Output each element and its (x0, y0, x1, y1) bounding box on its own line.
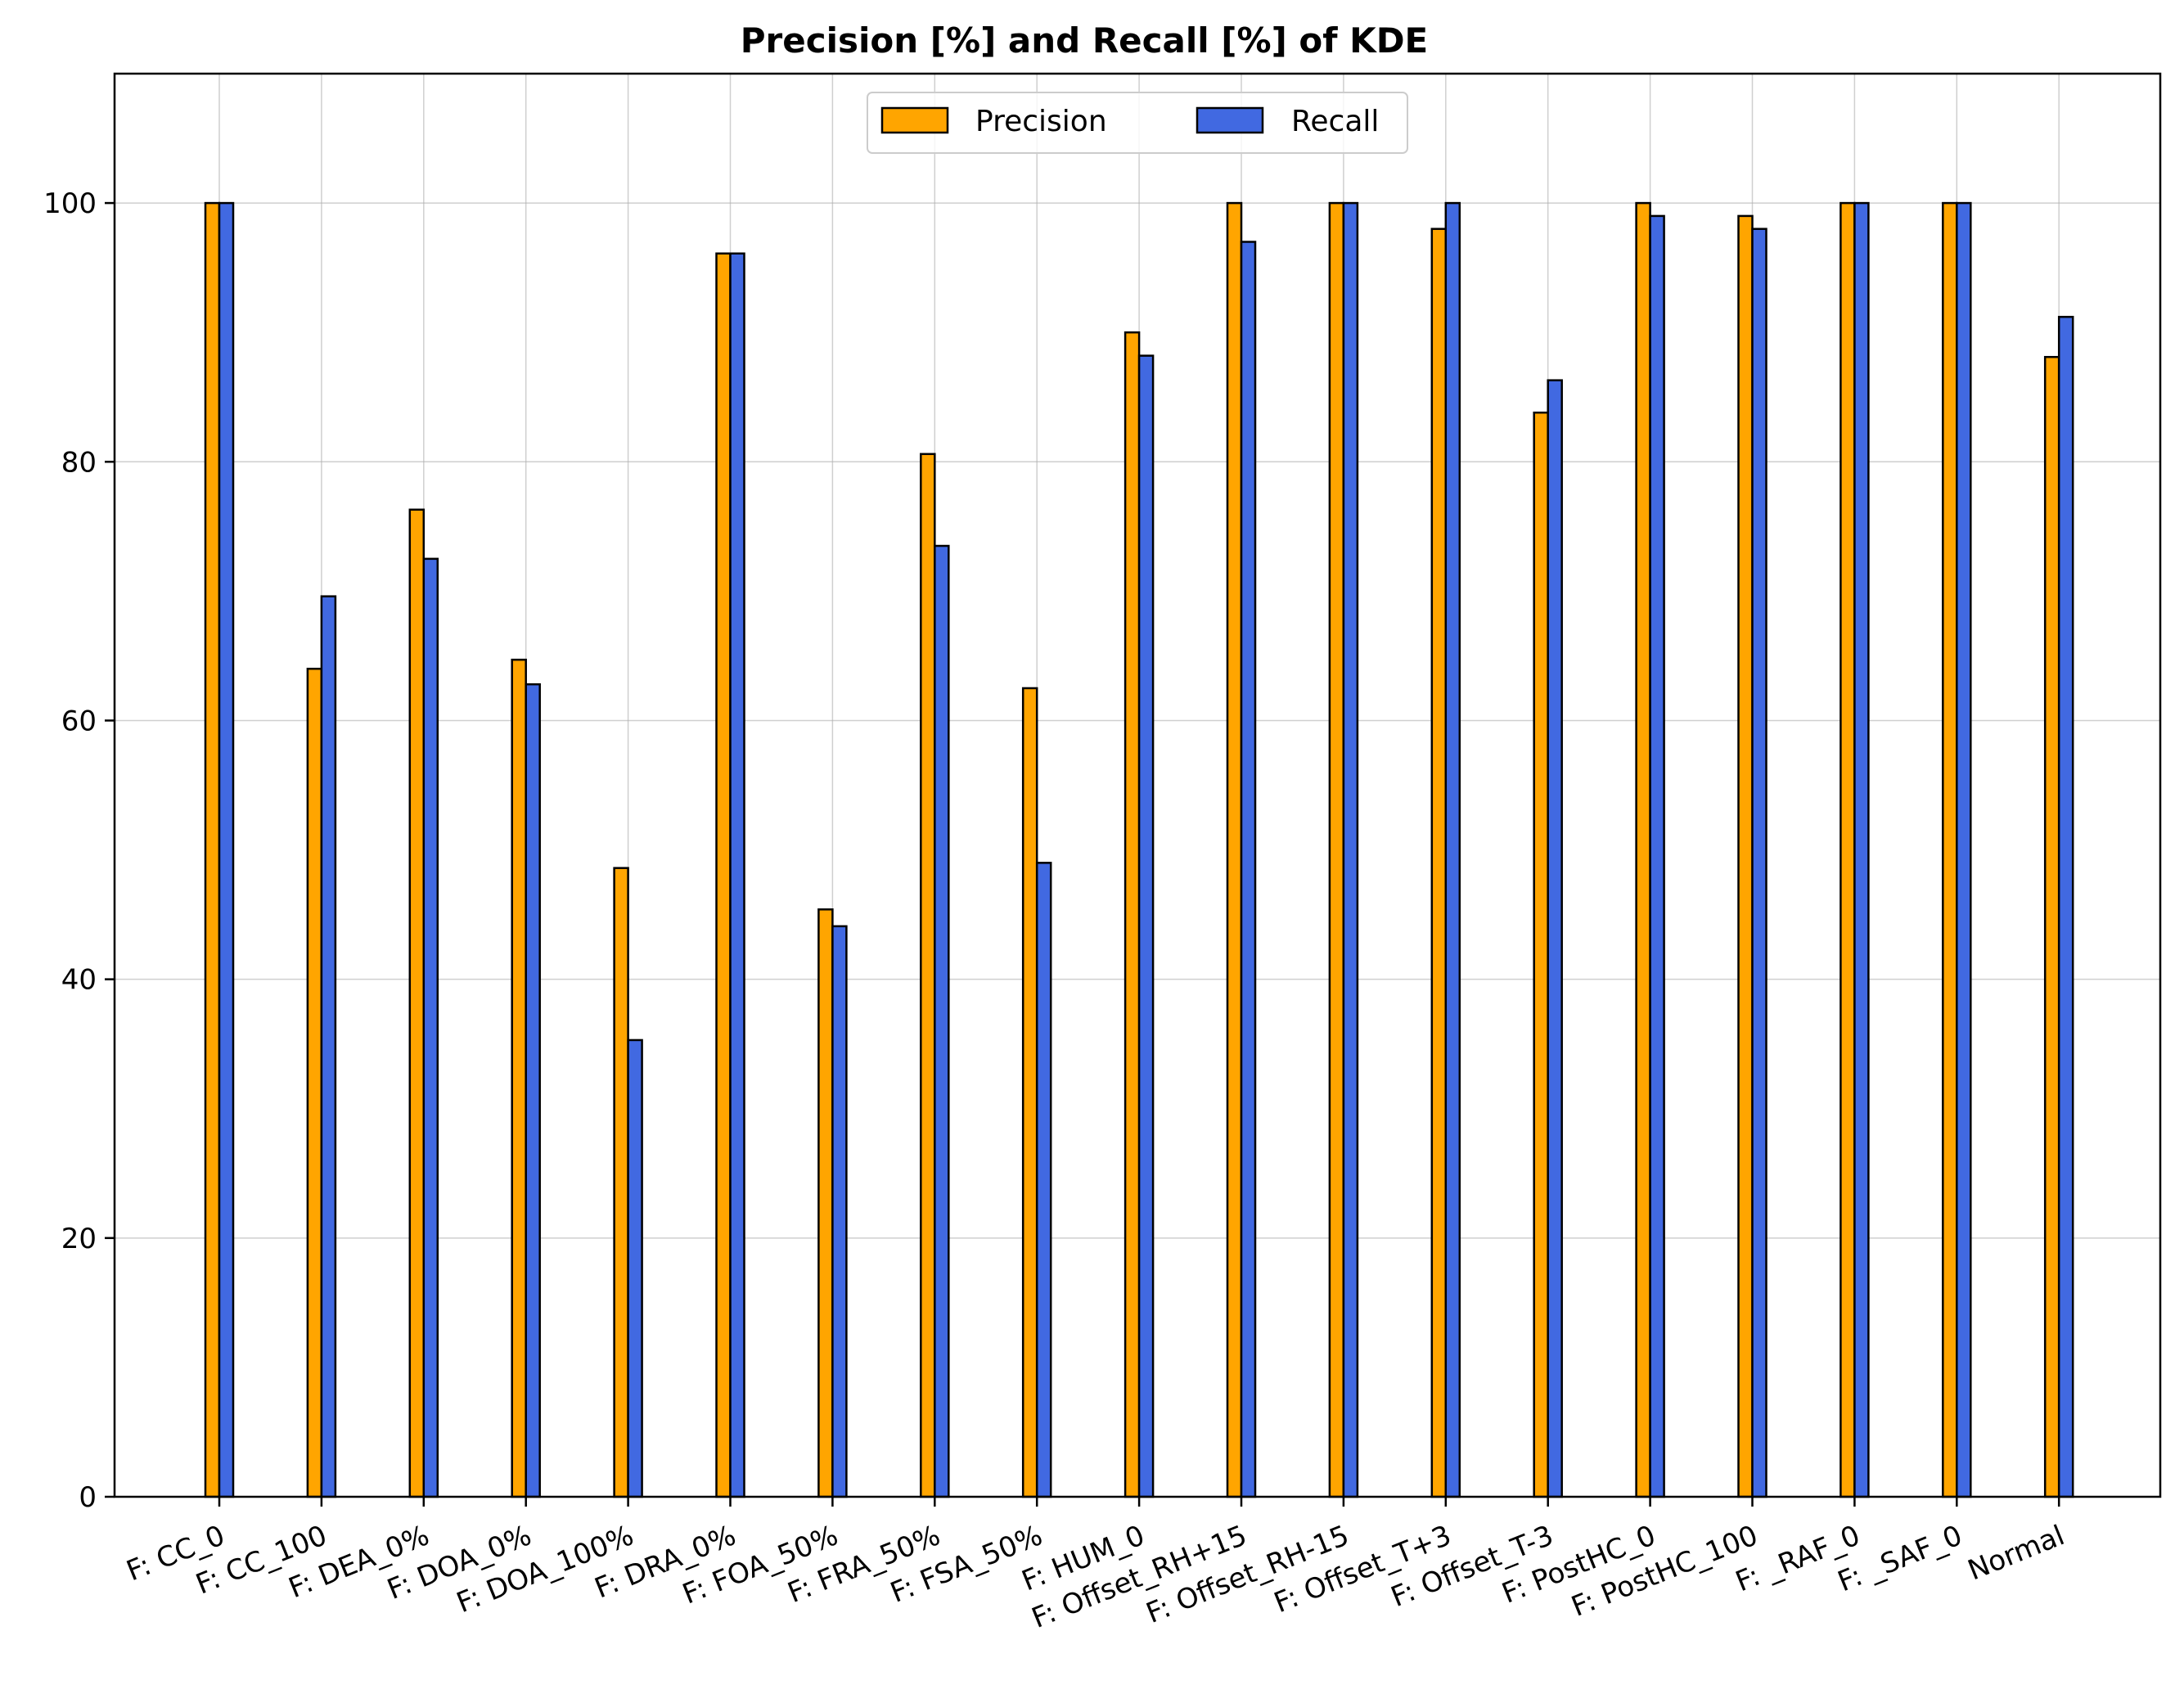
legend: Precision Recall (867, 92, 1408, 154)
bar-precision-4 (613, 867, 629, 1498)
bar-recall-5 (729, 252, 745, 1498)
bar-recall-8 (1035, 862, 1052, 1498)
bar-recall-15 (1751, 228, 1767, 1498)
y-tick-label: 40 (61, 964, 97, 997)
bars-layer (204, 201, 2074, 1498)
y-tick-label: 20 (61, 1223, 97, 1255)
bar-recall-13 (1547, 379, 1563, 1498)
bar-recall-17 (1956, 201, 1972, 1498)
bar-recall-16 (1853, 201, 1870, 1498)
bar-precision-9 (1124, 331, 1141, 1498)
bar-recall-7 (934, 544, 950, 1498)
bar-recall-4 (627, 1038, 643, 1498)
legend-box (867, 92, 1408, 154)
bar-precision-3 (511, 658, 527, 1498)
bar-precision-17 (1942, 201, 1958, 1498)
y-tick-label: 0 (79, 1481, 97, 1514)
bar-precision-11 (1328, 201, 1345, 1498)
y-tick-label: 100 (43, 187, 97, 220)
bar-precision-7 (920, 453, 936, 1498)
bar-precision-10 (1226, 201, 1243, 1498)
chart-title: Precision [%] and Recall [%] of KDE (741, 20, 1429, 61)
bar-precision-2 (408, 508, 426, 1498)
bar-precision-18 (2043, 355, 2060, 1498)
bar-precision-8 (1021, 687, 1038, 1498)
bar-recall-2 (422, 557, 439, 1498)
bar-precision-6 (817, 908, 834, 1498)
legend-swatch-precision (880, 106, 949, 134)
bar-precision-13 (1533, 411, 1549, 1498)
plot-frame (113, 72, 2162, 1498)
bar-precision-14 (1635, 201, 1651, 1498)
bar-precision-15 (1737, 214, 1754, 1498)
bar-recall-9 (1137, 354, 1155, 1498)
bar-recall-18 (2057, 315, 2074, 1498)
bar-recall-10 (1240, 241, 1257, 1498)
legend-swatch-recall (1196, 106, 1264, 134)
x-tick-label: Normal (1963, 1519, 2069, 1587)
bar-recall-6 (831, 925, 848, 1498)
bar-precision-16 (1840, 201, 1856, 1498)
bar-precision-1 (306, 667, 323, 1498)
bar-recall-11 (1342, 201, 1359, 1498)
bar-precision-5 (715, 252, 732, 1498)
bar-recall-1 (320, 595, 337, 1498)
bar-recall-0 (218, 201, 235, 1498)
legend-label-precision: Precision (975, 105, 1107, 138)
bar-recall-14 (1649, 214, 1665, 1498)
y-tick-label: 80 (61, 446, 97, 479)
legend-label-recall: Recall (1291, 105, 1379, 138)
bar-precision-0 (204, 201, 221, 1498)
y-tick-label: 60 (61, 705, 97, 737)
bar-recall-12 (1444, 201, 1461, 1498)
bar-recall-3 (525, 683, 541, 1498)
bar-precision-12 (1430, 228, 1448, 1498)
axes-layer (113, 72, 2162, 1498)
